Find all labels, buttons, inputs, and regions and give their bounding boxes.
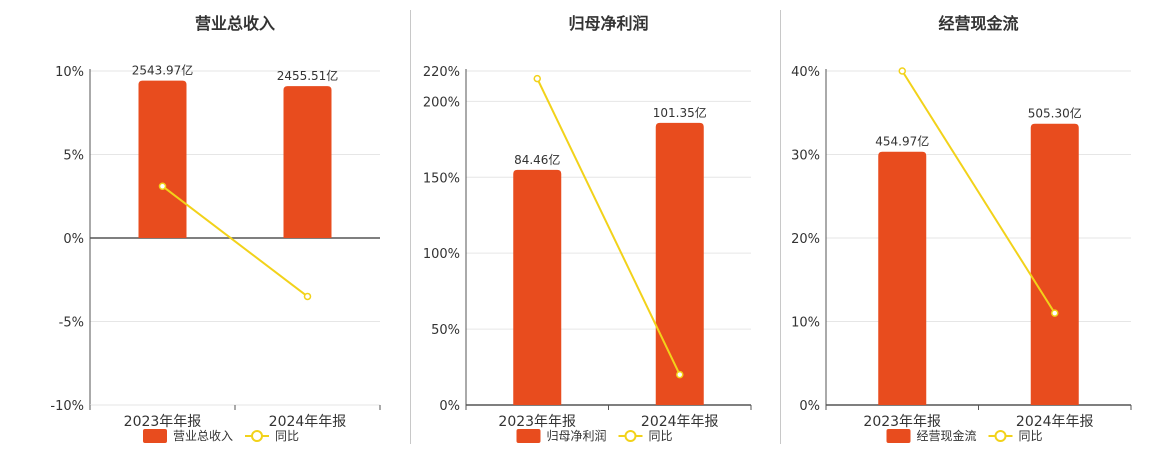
line-series (536, 78, 681, 376)
chart-panel-revenue: 营业总收入 10% 5% 0% -5% -10% 2543.97亿 2023年年报 2455.5… (0, 0, 410, 450)
legend-label-line: 同比 (649, 429, 673, 443)
bar-data-label: 454.97亿 (875, 134, 929, 149)
chart-svg-cash-flow: 经营现金流 40% 30% 20% 10% 0% 454.97亿 2023年年报 505.30亿… (791, 14, 1132, 443)
y-tick-label: -5% (59, 316, 84, 331)
chart-title: 归母净利润 (568, 14, 648, 33)
bar (138, 80, 187, 238)
legend-label-line: 同比 (275, 429, 299, 443)
chart-svg-net-profit: 归母净利润 220% 200% 150% 100% 50% 0% 84.46亿 2023年年报 1… (423, 14, 752, 443)
legend-swatch-line-marker (624, 430, 637, 442)
bar (283, 86, 332, 238)
y-tick-label: 5% (63, 149, 84, 164)
chart-svg-revenue: 营业总收入 10% 5% 0% -5% -10% 2543.97亿 2023年年报 2455.5… (50, 14, 381, 443)
chart-title: 经营现金流 (938, 14, 1018, 33)
panel-divider (780, 10, 781, 444)
y-tick-label: 150% (423, 171, 460, 186)
legend-label-line: 同比 (1019, 429, 1043, 443)
y-tick-label: 10% (791, 316, 820, 331)
x-category-label: 2023年年报 (498, 414, 576, 430)
y-tick-label: 20% (791, 232, 820, 247)
legend-swatch-line-marker (994, 430, 1007, 442)
line-point (898, 67, 906, 75)
line-point (1051, 309, 1059, 317)
chart-title: 营业总收入 (195, 14, 275, 33)
y-tick-label: 30% (791, 149, 820, 164)
bar-data-label: 505.30亿 (1028, 106, 1082, 121)
bar (1030, 123, 1079, 405)
bar-data-label: 84.46亿 (514, 152, 560, 167)
y-tick-label: 0% (799, 399, 820, 414)
legend-swatch-line-marker (251, 430, 263, 442)
bar-data-label: 2543.97亿 (132, 63, 194, 78)
line-series (901, 70, 1056, 314)
bar (513, 169, 562, 405)
bar (878, 151, 927, 405)
y-tick-label: 200% (423, 95, 460, 110)
legend-swatch-bar (886, 429, 911, 443)
line-point (533, 74, 541, 83)
y-tick-label: 220% (423, 65, 460, 80)
bar-data-label: 2455.51亿 (277, 68, 339, 83)
x-category-label: 2023年年报 (124, 414, 202, 430)
line-series (161, 185, 309, 298)
x-category-label: 2024年年报 (641, 414, 719, 430)
chart-panel-net-profit: 归母净利润 220% 200% 150% 100% 50% 0% 84.46亿 2023年年报 1… (411, 0, 780, 450)
y-tick-label: 10% (55, 65, 84, 80)
line-point (676, 370, 684, 379)
y-tick-label: 0% (63, 232, 84, 247)
panel-divider (410, 10, 411, 444)
legend-label-bar: 经营现金流 (917, 428, 977, 443)
y-tick-label: 50% (431, 323, 460, 338)
legend-swatch-bar (516, 429, 541, 443)
x-category-label: 2024年年报 (1016, 414, 1094, 430)
bar (655, 122, 704, 405)
bar-data-label: 101.35亿 (653, 105, 707, 120)
line-point (303, 292, 312, 301)
legend-label-bar: 归母净利润 (547, 429, 607, 443)
y-tick-label: -10% (50, 399, 84, 414)
chart-panel-cash-flow: 经营现金流 40% 30% 20% 10% 0% 454.97亿 2023年年报 505.30亿… (781, 0, 1160, 450)
legend-swatch-bar (143, 429, 167, 443)
y-tick-label: 40% (791, 65, 820, 80)
legend-label-bar: 营业总收入 (173, 429, 233, 443)
line-point (158, 182, 167, 190)
y-tick-label: 100% (423, 247, 460, 262)
y-tick-label: 0% (439, 399, 460, 414)
x-category-label: 2023年年报 (863, 414, 941, 430)
x-category-label: 2024年年报 (269, 414, 347, 430)
